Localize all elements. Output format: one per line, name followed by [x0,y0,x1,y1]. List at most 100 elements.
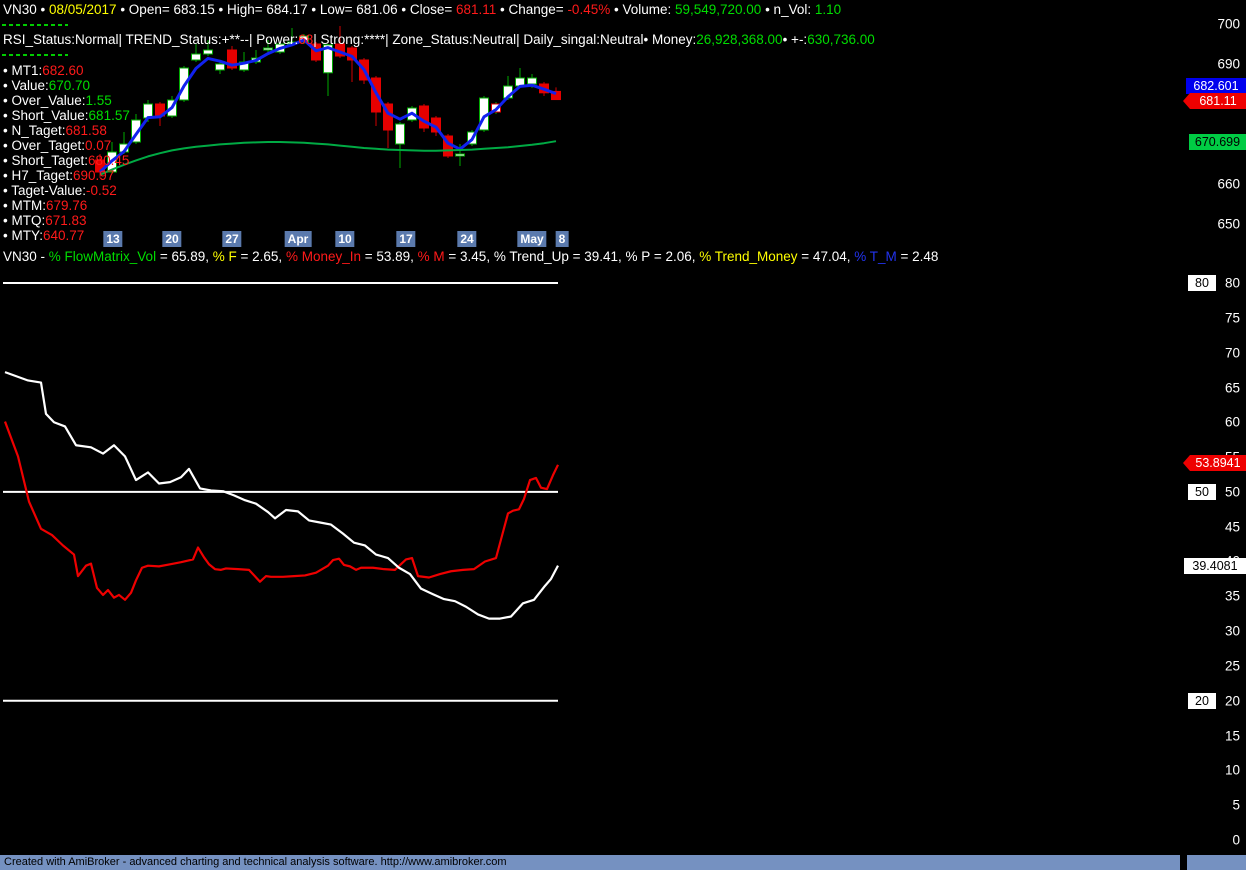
overlay-item-label: MTM: [11,198,46,213]
text-segment: 681.11 [455,2,497,17]
x-axis-label: 27 [222,231,242,247]
bullet-icon: • [3,123,12,138]
x-axis-label: 17 [396,231,416,247]
overlay-item-label: Over_Value: [11,93,86,108]
text-segment: = 2.06, [650,249,700,264]
overlay-item-value: 682.60 [42,63,84,78]
text-segment: VN30 • [3,2,49,17]
overlay-item-value: 0.07 [85,138,112,153]
overlay-item: • Over_Value:1.55 [3,93,130,108]
text-segment: • n_Vol: [761,2,815,17]
horizontal-scrollbar[interactable]: Created with AmiBroker - advanced charti… [0,855,1246,870]
text-segment: = 65.89, [156,249,213,264]
overlay-item-label: Over_Taget: [11,138,86,153]
axis-value-box: 53.8941 [1183,455,1246,471]
indicator-line-trend_up [4,371,559,620]
overlay-item: • MT1:682.60 [3,63,130,78]
axis-tick: 25 [1224,658,1240,674]
text-segment: % Trend_Money [699,249,798,264]
axis-tick: 5 [1232,797,1240,813]
overlay-item-value: 680.45 [88,153,130,168]
axis-tick: 700 [1217,16,1240,32]
text-segment: = 3.45, [444,249,494,264]
overlay-item: • N_Taget:681.58 [3,123,130,138]
overlay-item-value: 671.83 [45,213,87,228]
text-segment: 59,549,720.00 [674,2,762,17]
candle-body [455,153,465,157]
candle-body [227,49,237,69]
overlay-item-value: 670.70 [48,78,91,93]
text-segment: = 53.89, [360,249,418,264]
text-segment: • Open= 683.15 • High= 684.17 • Low= 681… [116,2,456,17]
bullet-icon: • [3,213,12,228]
text-segment: 630,736.00 [807,32,875,47]
axis-tick: 690 [1217,56,1240,72]
scrollbar-divider [1180,855,1187,870]
overlay-item-value: 681.58 [65,123,107,138]
overlay-item: • MTM:679.76 [3,198,130,213]
arrow-left-icon [1183,455,1190,471]
overlay-item: • H7_Taget:690.97 [3,168,130,183]
arrow-left-icon [1183,93,1190,109]
candle-body [131,119,141,143]
axis-tick: 0 [1232,832,1240,848]
text-segment: • Change= [496,2,568,17]
indicator-values-list: • MT1:682.60 • Value:670.70 • Over_Value:1… [3,63,130,243]
axis-value-box: 80 [1188,275,1216,291]
overlay-item-label: MTY: [11,228,43,243]
overlay-item-label: N_Taget: [11,123,66,138]
overlay-item: • MTQ:671.83 [3,213,130,228]
candle-body [551,90,561,101]
text-segment: % Money_In [285,249,361,264]
overlay-item-value: 690.97 [73,168,115,183]
axis-value-box: 39.4081 [1184,558,1246,574]
text-segment: | Strong:****| Zone_Status:Neutral| Dail… [313,32,644,47]
bullet-icon: • [3,153,12,168]
axis-value-box: 682.601 [1186,78,1246,94]
text-segment: -0.45% [567,2,611,17]
amibroker-credit: Created with AmiBroker - advanced charti… [4,856,507,868]
overlay-item-value: -0.52 [86,183,117,198]
candle-body [263,47,273,51]
x-axis-label: 8 [555,231,569,247]
text-segment: = 2.65, [236,249,286,264]
text-segment: RSI_Status:Normal| TREND_Status:+**--| P… [3,32,299,47]
overlay-item: • Over_Taget:0.07 [3,138,130,153]
overlay-item: • Taget-Value:-0.52 [3,183,130,198]
text-segment: % F [212,249,237,264]
x-axis-label: May [517,231,547,247]
axis-tick: 15 [1224,728,1240,744]
overlay-item: • MTY:640.77 [3,228,130,243]
overlay-item-label: Short_Value: [11,108,89,123]
axis-tick: 50 [1224,484,1240,500]
text-segment: % FlowMatrix_Vol [48,249,157,264]
bullet-icon: • [3,78,12,93]
x-axis-label: 10 [335,231,355,247]
overlay-item-label: MT1: [11,63,43,78]
candle-body [395,123,405,145]
text-segment: • +-: [782,32,808,47]
axis-tick: 65 [1224,380,1240,396]
text-segment: = 47.04, [797,249,855,264]
bullet-icon: • [3,168,12,183]
candle-body [215,63,225,71]
x-axis-label: Apr [284,231,312,247]
bullet-icon: • [3,198,12,213]
axis-tick: 10 [1224,762,1240,778]
indicator-line-money_in [3,421,559,601]
axis-tick: 35 [1224,588,1240,604]
overlay-item-value: 679.76 [45,198,88,213]
bullet-icon: • [3,93,12,108]
candle-body [527,77,537,85]
overlay-item-value: 640.77 [43,228,85,243]
axis-tick: 20 [1224,693,1240,709]
overlay-item-value: 1.55 [85,93,112,108]
text-segment: % Trend_Up [493,249,569,264]
axis-tick: 650 [1217,216,1240,232]
text-segment: 26,928,368.00 [696,32,783,47]
bullet-icon: • [3,228,12,243]
bullet-icon: • [3,108,12,123]
overlay-item-label: MTQ: [11,213,46,228]
